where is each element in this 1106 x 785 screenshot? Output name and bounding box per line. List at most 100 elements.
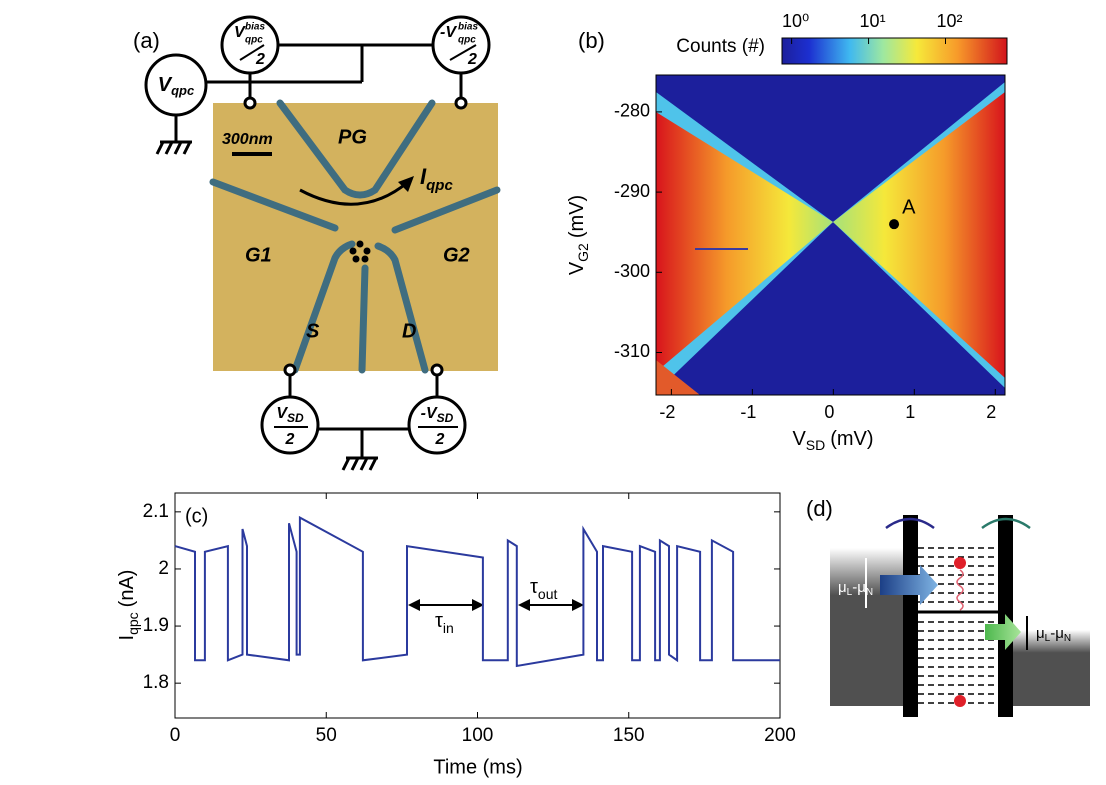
y-tick-label: 1.9 [143, 615, 169, 636]
label-sub: in [443, 620, 454, 636]
label-main: τ [530, 576, 538, 598]
label-den: 2 [435, 431, 445, 448]
x-tick-label: 100 [462, 725, 494, 746]
bias-left: V bias qpc 2 [234, 22, 265, 69]
x-tick-label: -2 [659, 402, 675, 422]
gates [209, 99, 501, 374]
current-label: Iqpc [420, 164, 453, 194]
right-lead [1013, 630, 1090, 706]
y-tick-label: -280 [614, 101, 650, 121]
levels [918, 547, 998, 704]
label-den: 2 [467, 51, 477, 68]
y-tick-label: -310 [614, 341, 650, 361]
x-axis-label: VSD (mV) [792, 428, 873, 452]
gate-label: G2 [443, 244, 470, 266]
bias-right: -V bias qpc 2 [440, 22, 478, 69]
y-axis-label: VG2 (mV) [566, 195, 590, 275]
label-main: -μ [852, 579, 866, 596]
svg-text:-VSD: -VSD [421, 405, 454, 425]
data-line [174, 515, 780, 668]
y-tick-label: 1.8 [143, 672, 169, 693]
panel-b: (b) Counts (#) V G2 (mV) VSD (mV) [566, 28, 1008, 453]
electron [954, 557, 966, 569]
label-main: -μ [1050, 625, 1064, 642]
label-main: -V [440, 24, 457, 41]
x-tick-label: 0 [824, 402, 834, 422]
panel-label: (d) [806, 496, 833, 521]
label-sub: N [1064, 633, 1071, 644]
annotation: τin [435, 610, 454, 635]
label-main: I [420, 164, 427, 189]
panel-label: (a) [133, 28, 160, 53]
label-main: V [234, 24, 246, 41]
label-den: 2 [285, 431, 295, 448]
gate-label: G1 [245, 244, 272, 266]
label-main: τ [435, 610, 443, 632]
x-tick-label: 0 [170, 725, 181, 746]
svg-text:V: V [234, 24, 246, 41]
label-sub: G2 [575, 243, 591, 262]
x-tick-label: -1 [740, 402, 756, 422]
label-sub: qpc [458, 35, 476, 46]
y-tick-label: 2 [158, 558, 169, 579]
label-main: V [158, 74, 173, 96]
heatmap-region [833, 92, 1005, 378]
label-main: V [276, 405, 288, 422]
scale-label: 300nm [222, 131, 273, 148]
panel-label: (b) [578, 28, 605, 53]
label-sup: bias [245, 22, 265, 33]
gate-label: S [306, 320, 320, 342]
heatmap-region [656, 112, 833, 372]
circuit-nodes [144, 15, 491, 455]
svg-text:-V: -V [440, 24, 457, 41]
x-tick-label: 1 [905, 402, 915, 422]
current-arrow [299, 180, 409, 206]
annotation-label: A [902, 196, 916, 218]
colorbar-label: Counts (#) [676, 36, 765, 57]
y-tick-label: 2.1 [143, 501, 169, 522]
x-tick-label: 2 [986, 402, 996, 422]
colorbar-tick-label: 10² [936, 11, 962, 31]
electron [954, 695, 966, 707]
label-sub: SD [287, 411, 304, 425]
label-sub: qpc [426, 177, 453, 194]
label-sub: SD [437, 411, 454, 425]
arrow-heads [408, 599, 584, 611]
y-tick-label: -300 [614, 261, 650, 281]
panel-a: (a) 300nm PG G1 G2 S D Iqpc [133, 15, 501, 471]
svg-text:VSD: VSD [276, 405, 304, 425]
sd-right: -VSD 2 [418, 405, 458, 448]
annotation-point [889, 219, 900, 230]
label-main: V [792, 428, 806, 450]
wires [155, 43, 463, 471]
dot [349, 240, 371, 263]
sd-left: VSD 2 [274, 405, 308, 448]
x-tick-label: 150 [613, 725, 645, 746]
label-main: -V [421, 405, 438, 422]
heatmap-region [656, 360, 700, 395]
annotation: τout [530, 576, 557, 601]
label-sub: qpc [125, 612, 141, 635]
label-main: μ [838, 579, 847, 596]
fluctuation-arrow [981, 517, 1031, 530]
y-tick-label: -290 [614, 181, 650, 201]
label-main: I [116, 635, 138, 641]
level-label: μL-μN [1036, 625, 1071, 644]
label-sub: L [1045, 633, 1051, 644]
level-label: μL-μN [838, 579, 873, 598]
label-sub: L [847, 587, 853, 598]
x-tick-label: 200 [764, 725, 796, 746]
arrow-head [398, 176, 414, 192]
label-sub: qpc [171, 83, 195, 98]
micrograph [213, 103, 498, 371]
left-lead [830, 548, 905, 706]
colorbar-tick-label: 10⁰ [782, 11, 809, 31]
label-unit: (mV) [566, 195, 588, 238]
label-sub: out [538, 586, 558, 602]
label-den: 2 [255, 51, 265, 68]
panel-label: (c) [185, 505, 208, 527]
plot-frame [655, 74, 1006, 396]
tunnel-arrow [880, 565, 938, 605]
panel-d: (d) μL-μN μL-μN [806, 496, 1090, 717]
